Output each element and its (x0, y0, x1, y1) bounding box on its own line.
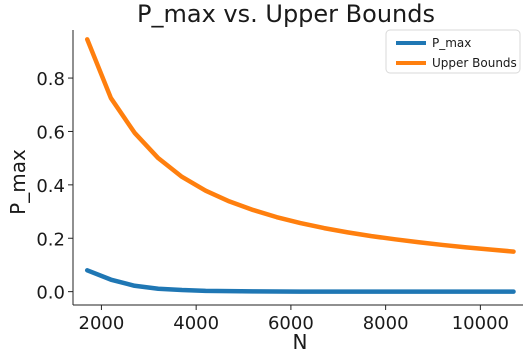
x-axis-label: N (293, 330, 308, 354)
series-line-p-max (84, 268, 516, 294)
y-axis-label: P_max (6, 149, 30, 215)
y-tick-label: 0.8 (36, 69, 65, 90)
series-group (84, 37, 516, 294)
x-tick-label: 10000 (452, 313, 509, 334)
y-tick-label: 0.6 (36, 122, 65, 143)
legend: P_max Upper Bounds (385, 29, 521, 74)
y-tick-label: 0.0 (36, 283, 65, 304)
x-tick-label: 4000 (173, 313, 219, 334)
axes-group: 2000 4000 6000 8000 10000 0.0 0.2 0.4 0.6 0.8 (36, 30, 523, 334)
legend-label-upper-bounds: Upper Bounds (432, 56, 517, 70)
x-tick-label: 6000 (268, 313, 314, 334)
x-tick-label: 8000 (363, 313, 409, 334)
chart-title: P_max vs. Upper Bounds (137, 0, 435, 28)
series-line-upper-bounds (84, 37, 516, 254)
legend-label-p-max: P_max (432, 36, 471, 50)
y-tick-label: 0.2 (36, 229, 65, 250)
x-tick-label: 2000 (79, 313, 125, 334)
y-tick-label: 0.4 (36, 176, 65, 197)
